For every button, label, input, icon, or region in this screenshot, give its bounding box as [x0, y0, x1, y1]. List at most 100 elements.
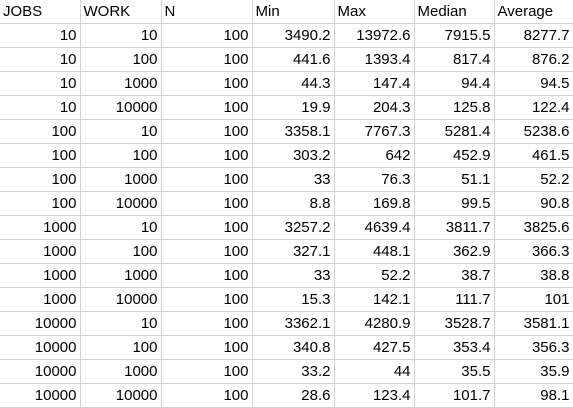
cell-min[interactable]: 3490.2 [252, 23, 335, 48]
cell-jobs[interactable]: 10000 [0, 383, 81, 408]
column-header-median[interactable]: Median [414, 0, 495, 24]
cell-n[interactable]: 100 [161, 23, 253, 48]
cell-work[interactable]: 10000 [80, 383, 162, 408]
cell-average[interactable]: 94.5 [494, 71, 573, 96]
cell-min[interactable]: 33.2 [252, 359, 335, 384]
cell-median[interactable]: 35.5 [414, 359, 495, 384]
cell-work[interactable]: 10 [80, 311, 162, 336]
cell-jobs[interactable]: 10 [0, 47, 81, 72]
cell-median[interactable]: 51.1 [414, 167, 495, 192]
cell-min[interactable]: 340.8 [252, 335, 335, 360]
cell-max[interactable]: 52.2 [334, 263, 415, 288]
cell-work[interactable]: 10000 [80, 95, 162, 120]
cell-median[interactable]: 5281.4 [414, 119, 495, 144]
cell-average[interactable]: 461.5 [494, 143, 573, 168]
cell-work[interactable]: 100 [80, 239, 162, 264]
column-header-min[interactable]: Min [252, 0, 335, 24]
cell-median[interactable]: 817.4 [414, 47, 495, 72]
cell-work[interactable]: 1000 [80, 263, 162, 288]
cell-n[interactable]: 100 [161, 71, 253, 96]
cell-min[interactable]: 441.6 [252, 47, 335, 72]
cell-min[interactable]: 33 [252, 167, 335, 192]
cell-n[interactable]: 100 [161, 119, 253, 144]
cell-min[interactable]: 44.3 [252, 71, 335, 96]
cell-jobs[interactable]: 1000 [0, 287, 81, 312]
cell-jobs[interactable]: 1000 [0, 263, 81, 288]
cell-jobs[interactable]: 100 [0, 191, 81, 216]
cell-median[interactable]: 38.7 [414, 263, 495, 288]
cell-average[interactable]: 101 [494, 287, 573, 312]
cell-median[interactable]: 111.7 [414, 287, 495, 312]
cell-work[interactable]: 10 [80, 23, 162, 48]
cell-median[interactable]: 94.4 [414, 71, 495, 96]
cell-jobs[interactable]: 1000 [0, 239, 81, 264]
cell-average[interactable]: 38.8 [494, 263, 573, 288]
cell-work[interactable]: 1000 [80, 167, 162, 192]
cell-jobs[interactable]: 100 [0, 167, 81, 192]
cell-max[interactable]: 147.4 [334, 71, 415, 96]
cell-max[interactable]: 169.8 [334, 191, 415, 216]
cell-median[interactable]: 7915.5 [414, 23, 495, 48]
cell-min[interactable]: 28.6 [252, 383, 335, 408]
cell-average[interactable]: 8277.7 [494, 23, 573, 48]
cell-max[interactable]: 204.3 [334, 95, 415, 120]
cell-work[interactable]: 10000 [80, 287, 162, 312]
cell-average[interactable]: 35.9 [494, 359, 573, 384]
cell-n[interactable]: 100 [161, 167, 253, 192]
cell-max[interactable]: 427.5 [334, 335, 415, 360]
cell-jobs[interactable]: 10000 [0, 335, 81, 360]
column-header-n[interactable]: N [161, 0, 253, 24]
cell-n[interactable]: 100 [161, 287, 253, 312]
cell-n[interactable]: 100 [161, 215, 253, 240]
cell-median[interactable]: 125.8 [414, 95, 495, 120]
cell-n[interactable]: 100 [161, 263, 253, 288]
cell-jobs[interactable]: 10000 [0, 311, 81, 336]
cell-max[interactable]: 448.1 [334, 239, 415, 264]
cell-n[interactable]: 100 [161, 335, 253, 360]
cell-min[interactable]: 33 [252, 263, 335, 288]
cell-jobs[interactable]: 1000 [0, 215, 81, 240]
cell-min[interactable]: 8.8 [252, 191, 335, 216]
cell-average[interactable]: 90.8 [494, 191, 573, 216]
cell-median[interactable]: 99.5 [414, 191, 495, 216]
cell-median[interactable]: 3528.7 [414, 311, 495, 336]
cell-average[interactable]: 366.3 [494, 239, 573, 264]
cell-work[interactable]: 10000 [80, 191, 162, 216]
cell-work[interactable]: 1000 [80, 71, 162, 96]
cell-n[interactable]: 100 [161, 95, 253, 120]
cell-max[interactable]: 76.3 [334, 167, 415, 192]
cell-n[interactable]: 100 [161, 191, 253, 216]
cell-median[interactable]: 3811.7 [414, 215, 495, 240]
cell-min[interactable]: 19.9 [252, 95, 335, 120]
column-header-max[interactable]: Max [334, 0, 415, 24]
column-header-work[interactable]: WORK [80, 0, 162, 24]
column-header-jobs[interactable]: JOBS [0, 0, 81, 24]
cell-max[interactable]: 4639.4 [334, 215, 415, 240]
cell-max[interactable]: 7767.3 [334, 119, 415, 144]
cell-min[interactable]: 15.3 [252, 287, 335, 312]
cell-min[interactable]: 303.2 [252, 143, 335, 168]
cell-jobs[interactable]: 10 [0, 23, 81, 48]
cell-average[interactable]: 5238.6 [494, 119, 573, 144]
cell-average[interactable]: 876.2 [494, 47, 573, 72]
cell-jobs[interactable]: 10000 [0, 359, 81, 384]
column-header-average[interactable]: Average [494, 0, 573, 24]
cell-median[interactable]: 362.9 [414, 239, 495, 264]
cell-max[interactable]: 1393.4 [334, 47, 415, 72]
cell-work[interactable]: 100 [80, 335, 162, 360]
cell-max[interactable]: 13972.6 [334, 23, 415, 48]
cell-work[interactable]: 1000 [80, 359, 162, 384]
cell-max[interactable]: 123.4 [334, 383, 415, 408]
cell-median[interactable]: 101.7 [414, 383, 495, 408]
cell-work[interactable]: 100 [80, 47, 162, 72]
cell-min[interactable]: 3257.2 [252, 215, 335, 240]
cell-work[interactable]: 10 [80, 119, 162, 144]
cell-average[interactable]: 98.1 [494, 383, 573, 408]
cell-n[interactable]: 100 [161, 47, 253, 72]
cell-n[interactable]: 100 [161, 143, 253, 168]
cell-max[interactable]: 44 [334, 359, 415, 384]
cell-n[interactable]: 100 [161, 359, 253, 384]
cell-min[interactable]: 327.1 [252, 239, 335, 264]
cell-max[interactable]: 4280.9 [334, 311, 415, 336]
cell-jobs[interactable]: 100 [0, 143, 81, 168]
